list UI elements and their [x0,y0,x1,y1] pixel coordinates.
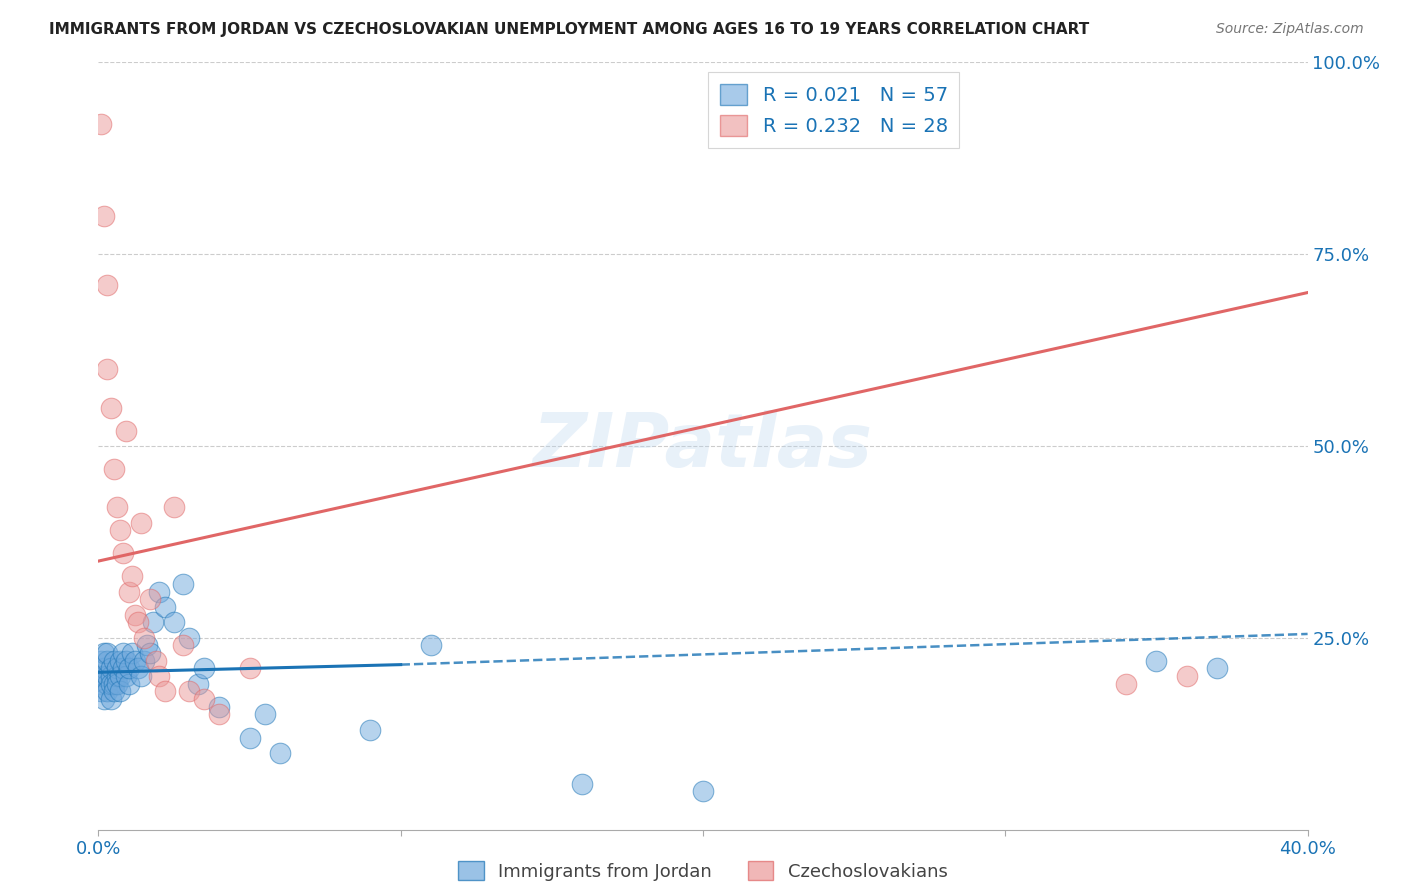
Point [105,500,128,515]
Point [93,661,115,675]
Point [692,784,714,798]
Point [1206,661,1229,675]
Point [187,677,209,691]
Point [93,692,115,706]
Point [208,707,231,722]
Point [172,639,194,653]
Point [100,661,122,675]
Point [96,684,118,698]
Point [208,699,231,714]
Point [571,776,593,790]
Point [179,631,201,645]
Point [108,684,131,698]
Point [114,654,136,668]
Point [1175,669,1198,683]
Point [118,661,141,675]
Point [139,646,162,660]
Point [118,584,141,599]
Point [96,277,118,292]
Point [121,646,143,660]
Point [145,654,167,668]
Point [132,654,155,668]
Point [105,661,128,675]
Point [193,661,215,675]
Point [100,401,122,415]
Point [114,669,136,683]
Point [103,677,125,691]
Point [239,661,262,675]
Point [111,646,134,660]
Point [96,646,118,660]
Point [127,661,149,675]
Point [1144,654,1167,668]
Point [132,631,155,645]
Text: IMMIGRANTS FROM JORDAN VS CZECHOSLOVAKIAN UNEMPLOYMENT AMONG AGES 16 TO 19 YEARS: IMMIGRANTS FROM JORDAN VS CZECHOSLOVAKIA… [49,22,1090,37]
Point [93,646,115,660]
Point [105,669,128,683]
Point [163,500,186,515]
Point [139,592,162,607]
Point [105,677,128,691]
Point [111,661,134,675]
Point [193,692,215,706]
Point [96,677,118,691]
Point [96,362,118,376]
Point [90,654,112,668]
Point [108,669,131,683]
Point [111,546,134,560]
Point [100,677,122,691]
Point [96,654,118,668]
Point [121,569,143,583]
Point [108,524,131,538]
Point [100,692,122,706]
Text: ZIPatlas: ZIPatlas [533,409,873,483]
Point [90,117,112,131]
Point [114,424,136,438]
Point [163,615,186,630]
Point [103,654,125,668]
Point [103,684,125,698]
Point [90,677,112,691]
Point [253,707,276,722]
Point [148,669,170,683]
Point [100,669,122,683]
Point [129,516,152,530]
Point [108,654,131,668]
Point [135,639,157,653]
Point [179,684,201,698]
Point [96,669,118,683]
Point [118,677,141,691]
Point [93,669,115,683]
Point [269,746,291,760]
Point [153,600,176,615]
Point [90,684,112,698]
Point [360,723,382,737]
Point [124,607,146,622]
Point [172,577,194,591]
Point [148,584,170,599]
Point [93,209,115,223]
Legend: Immigrants from Jordan, Czechoslovakians: Immigrants from Jordan, Czechoslovakians [450,852,956,889]
Point [127,615,149,630]
Point [124,654,146,668]
Point [142,615,165,630]
Point [129,669,152,683]
Point [103,462,125,476]
Point [1115,677,1137,691]
Point [153,684,176,698]
Point [90,669,112,683]
Point [239,731,262,745]
Point [420,639,443,653]
Text: Source: ZipAtlas.com: Source: ZipAtlas.com [1216,22,1364,37]
